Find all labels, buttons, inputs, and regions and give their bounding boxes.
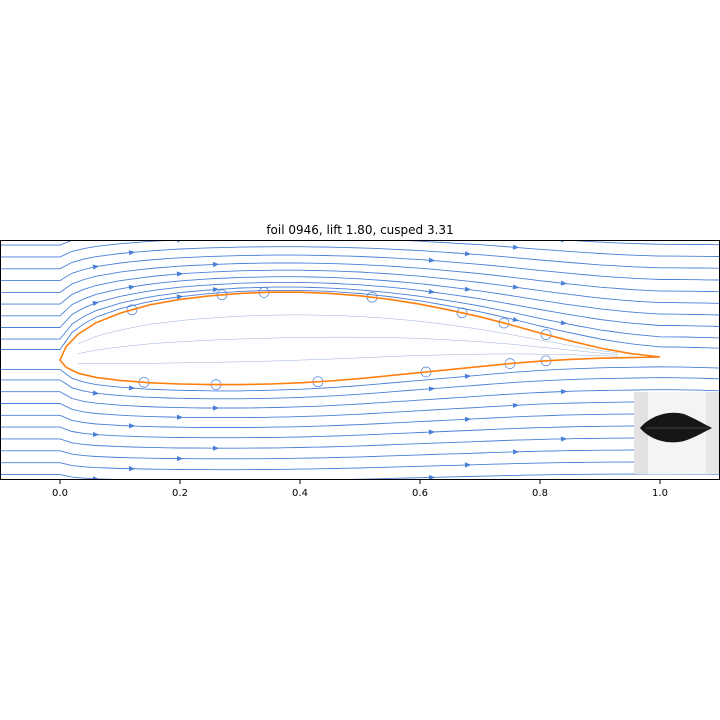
streamline [0,254,720,282]
streamline-arrow [128,423,136,429]
streamline-arrow [428,289,436,295]
streamline [0,246,720,270]
streamline-arrow [560,280,568,286]
x-tick-label: 0.6 [412,488,428,499]
streamline-arrow [128,385,136,391]
streamline [0,437,720,449]
streamline-arrow [92,431,100,438]
streamline [0,240,720,246]
streamline [0,281,720,328]
streamline [0,366,720,392]
plot-area [0,240,720,480]
streamline [0,289,720,350]
streamlines [0,240,720,480]
streamline-arrow [512,244,520,250]
streamline-arrow [128,250,136,256]
streamline-arrow [92,264,100,270]
inner-flow-line [77,314,619,354]
streamline-arrow [428,474,436,480]
streamline-arrow [560,320,568,326]
streamline-arrow [128,466,136,472]
x-axis-ticks: 0.0 0.2 0.4 0.6 0.8 1.0 [52,480,668,499]
x-tick-label: 0.0 [52,488,68,499]
chart-title: foil 0946, lift 1.80, cusped 3.31 [266,223,453,237]
streamline [0,240,720,258]
x-tick-label: 0.2 [172,488,188,499]
streamline-arrow [428,386,436,392]
streamline-arrow [92,390,100,396]
streamline-arrow [428,429,436,435]
streamline-arrow [560,240,568,243]
streamline-arrow [560,389,568,395]
streamline-arrow [92,476,100,480]
streamline-arrow [176,271,184,277]
inner-flow-line [77,336,619,355]
x-tick-label: 1.0 [652,488,668,499]
streamline-arrow [512,449,520,455]
x-tick-label: 0.4 [292,488,308,499]
streamline [0,286,720,340]
streamline-arrow [428,257,436,263]
streamline-arrow [464,286,472,292]
streamline-arrow [176,294,184,300]
inner-flow-line [77,353,619,365]
streamline-arrow [212,261,220,268]
streamline-arrow [512,402,520,409]
streamline [0,425,720,439]
streamline [0,269,720,305]
vortex-swirl [540,329,552,340]
streamline [0,377,720,400]
streamline-arrow [560,436,568,442]
streamline-arrow [464,462,472,468]
streamline-arrow [92,301,100,307]
inner-flow-swirls [77,287,619,390]
streamline [0,262,720,293]
streamline-arrow [464,373,472,380]
x-tick-label: 0.8 [532,488,548,499]
streamline-arrow [212,287,220,293]
streamline-arrow [128,284,136,290]
streamline-arrow [176,455,184,462]
streamline [0,276,720,317]
streamline-arrow [464,416,472,422]
streamline [0,449,720,460]
vortex-swirl [498,317,510,329]
wake-inset-image [634,392,720,474]
streamline [0,461,720,471]
streamline [0,389,720,409]
streamline-arrow [512,316,520,322]
streamline-arrow [176,414,184,420]
vortex-swirl [456,307,468,319]
streamline-arrow [464,251,472,257]
airfoil-outline [59,291,661,386]
streamline-arrow [213,445,220,451]
streamline-arrow [512,284,520,290]
streamline-arrow [176,240,184,243]
streamline [0,401,720,419]
streamline [0,413,720,428]
streamline-arrow [213,405,220,411]
vortex-swirl [126,304,138,316]
